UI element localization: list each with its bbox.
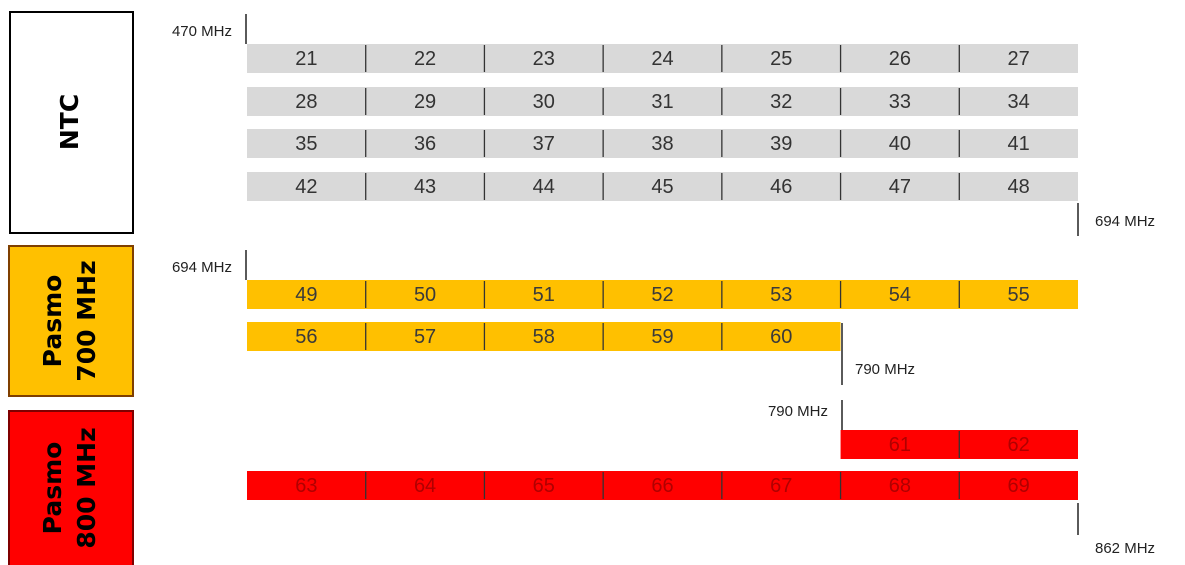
channel-number: 27	[1008, 48, 1030, 70]
channel-number: 49	[295, 284, 317, 306]
channel-number: 68	[889, 475, 911, 497]
section-box	[8, 410, 134, 565]
channel-number: 61	[889, 434, 911, 456]
channel-number: 25	[770, 48, 792, 70]
channel-number: 36	[414, 133, 436, 155]
section-label-line: Pasmo	[38, 275, 67, 368]
channel-row	[247, 172, 1078, 201]
start-frequency: 470 MHz	[172, 23, 232, 40]
channel-number: 40	[889, 133, 911, 155]
channel-number: 37	[533, 133, 555, 155]
section-label: Pasmo 700 MHz	[38, 260, 101, 381]
channel-number: 32	[770, 91, 792, 113]
channel-number: 58	[533, 326, 555, 348]
end-frequency: 694 MHz	[1095, 213, 1155, 230]
channel-number: 41	[1008, 133, 1030, 155]
channel-number: 22	[414, 48, 436, 70]
end-frequency: 862 MHz	[1095, 540, 1155, 557]
channel-number: 63	[295, 475, 317, 497]
channel-number: 66	[651, 475, 673, 497]
channel-number: 48	[1008, 176, 1030, 198]
channel-row	[247, 471, 1078, 500]
channel-number: 39	[770, 133, 792, 155]
channel-number: 42	[295, 176, 317, 198]
section-label-line: NTC	[55, 94, 84, 150]
channel-number: 30	[533, 91, 555, 113]
channel-number: 54	[889, 284, 911, 306]
end-frequency: 790 MHz	[855, 361, 915, 378]
channel-number: 35	[295, 133, 317, 155]
channel-number: 62	[1008, 434, 1030, 456]
channel-number: 28	[295, 91, 317, 113]
channel-number: 50	[414, 284, 436, 306]
start-frequency: 790 MHz	[768, 403, 828, 420]
section-label-line: 700 MHz	[72, 260, 101, 381]
channel-number: 51	[533, 284, 555, 306]
section-label: NTC	[55, 94, 84, 150]
channel-number: 45	[651, 176, 673, 198]
start-frequency: 694 MHz	[172, 259, 232, 276]
channel-number: 57	[414, 326, 436, 348]
channel-number: 33	[889, 91, 911, 113]
channel-number: 64	[414, 475, 436, 497]
channel-number: 53	[770, 284, 792, 306]
section-label-line: 800 MHz	[72, 427, 101, 548]
channel-number: 55	[1008, 284, 1030, 306]
channel-number: 52	[651, 284, 673, 306]
channel-number: 34	[1008, 91, 1030, 113]
section-box	[8, 245, 134, 397]
channel-number: 31	[651, 91, 673, 113]
channel-number: 65	[533, 475, 555, 497]
channel-row	[247, 322, 841, 351]
channel-row	[247, 280, 1078, 309]
channel-number: 67	[770, 475, 792, 497]
channel-number: 60	[770, 326, 792, 348]
section-label: Pasmo 800 MHz	[38, 427, 101, 548]
channel-number: 56	[295, 326, 317, 348]
channel-number: 21	[295, 48, 317, 70]
section-label-line: Pasmo	[38, 442, 67, 535]
channel-row	[247, 44, 1078, 73]
channel-number: 69	[1008, 475, 1030, 497]
channel-number: 38	[651, 133, 673, 155]
channel-number: 26	[889, 48, 911, 70]
channel-number: 23	[533, 48, 555, 70]
channel-number: 43	[414, 176, 436, 198]
channel-row	[247, 87, 1078, 116]
channel-row	[247, 129, 1078, 158]
channel-number: 46	[770, 176, 792, 198]
channel-number: 59	[651, 326, 673, 348]
section-box	[9, 11, 134, 234]
channel-number: 24	[651, 48, 673, 70]
channel-number: 29	[414, 91, 436, 113]
channel-number: 44	[533, 176, 555, 198]
channel-number: 47	[889, 176, 911, 198]
